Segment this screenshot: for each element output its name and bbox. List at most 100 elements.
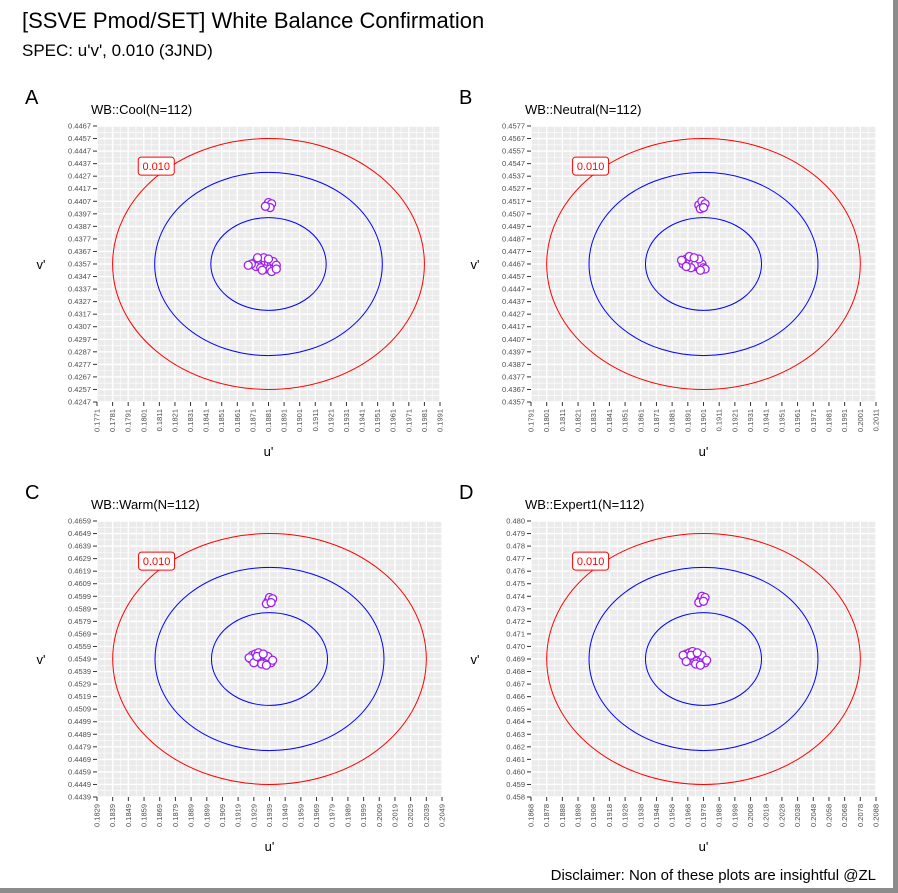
y-tick-label: 0.461 <box>506 755 525 764</box>
y-tick-label: 0.4367 <box>502 385 525 394</box>
y-tick-label: 0.4659 <box>68 517 91 526</box>
x-tick-label: 0.1958 <box>668 804 677 827</box>
y-tick-label: 0.4567 <box>502 134 525 143</box>
x-tick-label: 0.1901 <box>699 409 708 432</box>
y-tick-label: 0.479 <box>506 529 525 538</box>
y-tick-label: 0.4577 <box>502 122 525 131</box>
spec-circle <box>546 138 861 390</box>
x-tick-label: 0.1781 <box>108 409 117 432</box>
y-tick-label: 0.4489 <box>68 730 91 739</box>
y-tick-label: 0.463 <box>506 730 525 739</box>
y-tick-label: 0.4477 <box>502 247 525 256</box>
y-tick-label: 0.4367 <box>68 247 91 256</box>
x-tick-label: 0.2011 <box>872 409 881 431</box>
x-tick-label: 0.1801 <box>542 409 551 432</box>
x-tick-label: 0.1829 <box>93 804 102 827</box>
y-tick-label: 0.4539 <box>68 667 91 676</box>
panel-tag: A <box>25 87 39 109</box>
y-tick-label: 0.4417 <box>68 184 91 193</box>
x-tick-label: 0.1898 <box>574 804 583 827</box>
x-axis-label: u' <box>265 839 275 854</box>
x-tick-label: 0.1931 <box>342 409 351 432</box>
x-tick-label: 0.1891 <box>280 409 289 432</box>
y-tick-label: 0.471 <box>506 629 525 638</box>
y-tick-label: 0.4417 <box>502 322 525 331</box>
y-tick-label: 0.4569 <box>68 629 91 638</box>
y-tick-label: 0.4397 <box>502 347 525 356</box>
x-tick-label: 0.1771 <box>93 409 102 432</box>
data-point <box>252 253 263 263</box>
x-tick-label: 0.1888 <box>558 804 567 827</box>
y-tick-label: 0.4397 <box>68 209 91 218</box>
panel-tag: D <box>459 482 473 504</box>
y-tick-label: 0.4427 <box>502 310 525 319</box>
chart-c: CWB::Warm(N=112)0.0100.44390.44490.44590… <box>25 482 447 854</box>
chart-a: AWB::Cool(N=112)0.0100.42470.42570.42670… <box>25 87 445 459</box>
x-tick-label: 0.1919 <box>234 804 243 827</box>
x-tick-label: 0.1791 <box>124 409 133 432</box>
data-point <box>261 660 272 670</box>
y-tick-label: 0.4247 <box>68 398 91 407</box>
x-tick-label: 0.1939 <box>265 804 274 827</box>
y-tick-label: 0.4629 <box>68 554 91 563</box>
y-tick-label: 0.4377 <box>502 372 525 381</box>
y-tick-label: 0.4437 <box>502 297 525 306</box>
y-tick-label: 0.4347 <box>68 272 91 281</box>
y-tick-label: 0.4457 <box>68 134 91 143</box>
x-tick-label: 0.1929 <box>249 804 258 827</box>
x-tick-label: 0.1881 <box>264 409 273 432</box>
data-point <box>260 201 271 211</box>
x-tick-label: 0.2028 <box>777 804 786 827</box>
data-point <box>689 253 699 263</box>
y-tick-label: 0.4537 <box>502 172 525 181</box>
data-point <box>701 655 712 665</box>
jnd-circle <box>588 566 819 752</box>
y-tick-label: 0.4317 <box>68 310 91 319</box>
jnd-circle <box>644 612 763 706</box>
spec-label: 0.010 <box>577 161 605 173</box>
y-tick-label: 0.468 <box>506 667 525 676</box>
chart-title: WB::Warm(N=112) <box>91 497 200 512</box>
data-point <box>271 264 281 274</box>
x-tick-label: 0.2038 <box>793 804 802 827</box>
jnd-circle <box>210 217 327 311</box>
x-tick-label: 0.1911 <box>715 409 724 431</box>
panel-tag: C <box>25 482 39 504</box>
y-tick-label: 0.480 <box>506 517 525 526</box>
y-tick-label: 0.474 <box>506 592 525 601</box>
y-tick-label: 0.4499 <box>68 717 91 726</box>
x-tick-label: 0.2018 <box>762 804 771 827</box>
y-tick-label: 0.4407 <box>68 197 91 206</box>
y-tick-label: 0.4377 <box>68 234 91 243</box>
data-point <box>676 255 687 265</box>
x-tick-label: 0.1998 <box>730 804 739 827</box>
y-tick-label: 0.4487 <box>502 234 525 243</box>
spec-label-box <box>572 551 610 571</box>
data-point <box>698 596 709 606</box>
window-frame-right <box>893 0 898 893</box>
x-tick-label: 0.1868 <box>527 804 536 827</box>
y-tick-label: 0.4457 <box>502 272 525 281</box>
data-point <box>243 260 253 270</box>
y-tick-label: 0.458 <box>506 793 525 802</box>
x-tick-label: 0.1831 <box>589 409 598 432</box>
x-tick-label: 0.1979 <box>328 804 337 827</box>
y-tick-label: 0.460 <box>506 767 525 776</box>
x-tick-label: 0.1991 <box>840 409 849 432</box>
y-tick-label: 0.462 <box>506 742 525 751</box>
y-tick-label: 0.4599 <box>68 592 91 601</box>
x-tick-label: 0.2049 <box>438 804 447 827</box>
x-tick-label: 0.1851 <box>621 409 630 432</box>
x-tick-label: 0.2029 <box>406 804 415 827</box>
x-tick-label: 0.1871 <box>652 409 661 432</box>
y-tick-label: 0.4357 <box>502 398 525 407</box>
x-tick-label: 0.1859 <box>140 804 149 827</box>
x-tick-label: 0.1969 <box>312 804 321 827</box>
x-tick-label: 0.1831 <box>186 409 195 432</box>
x-tick-label: 0.1949 <box>281 804 290 827</box>
spec-circle <box>112 138 425 390</box>
y-tick-label: 0.4257 <box>68 385 91 394</box>
y-tick-label: 0.4639 <box>68 542 91 551</box>
x-tick-label: 0.1971 <box>809 409 818 432</box>
y-tick-label: 0.4467 <box>502 260 525 269</box>
